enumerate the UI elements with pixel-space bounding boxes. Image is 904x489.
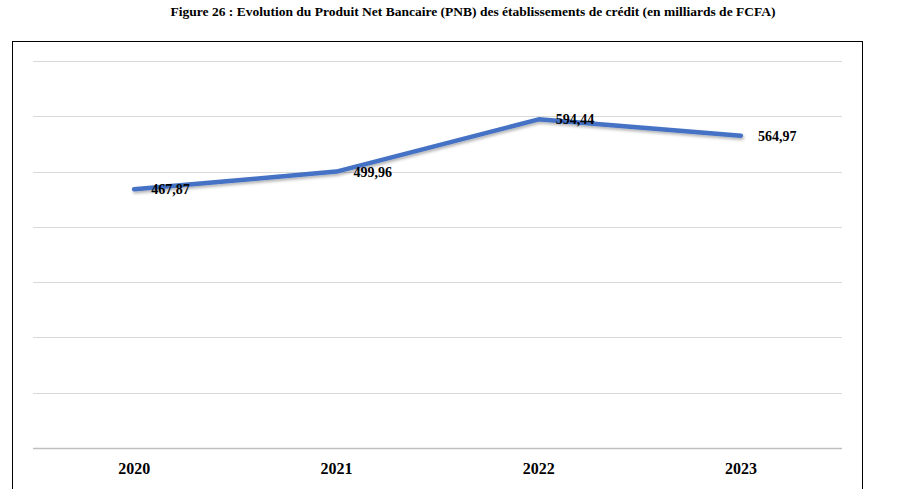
x-tick-label: 2023 <box>725 460 757 477</box>
grid-line <box>33 116 842 117</box>
x-tick-label: 2022 <box>523 460 555 477</box>
chart-root: Figure 26 : Evolution du Produit Net Ban… <box>0 0 904 489</box>
line <box>134 119 741 189</box>
grid-line <box>33 282 842 283</box>
series-group <box>134 119 741 189</box>
x-tick-label: 2021 <box>320 460 352 477</box>
grid-line <box>33 448 842 450</box>
chart: Figure 26 : Evolution du Produit Net Ban… <box>0 0 904 489</box>
x-tick-label: 2020 <box>118 460 150 477</box>
frame <box>13 42 863 489</box>
grid <box>33 62 842 449</box>
data-label: 467,87 <box>151 182 190 197</box>
data-label: 564,97 <box>758 129 797 144</box>
grid-line <box>33 227 842 228</box>
title: Figure 26 : Evolution du Produit Net Ban… <box>171 4 776 19</box>
grid-line <box>33 393 842 394</box>
data-label: 499,96 <box>353 165 392 180</box>
grid-line <box>33 61 842 62</box>
grid-line <box>33 172 842 173</box>
data-label: 594,44 <box>556 112 595 127</box>
grid-line <box>33 337 842 338</box>
